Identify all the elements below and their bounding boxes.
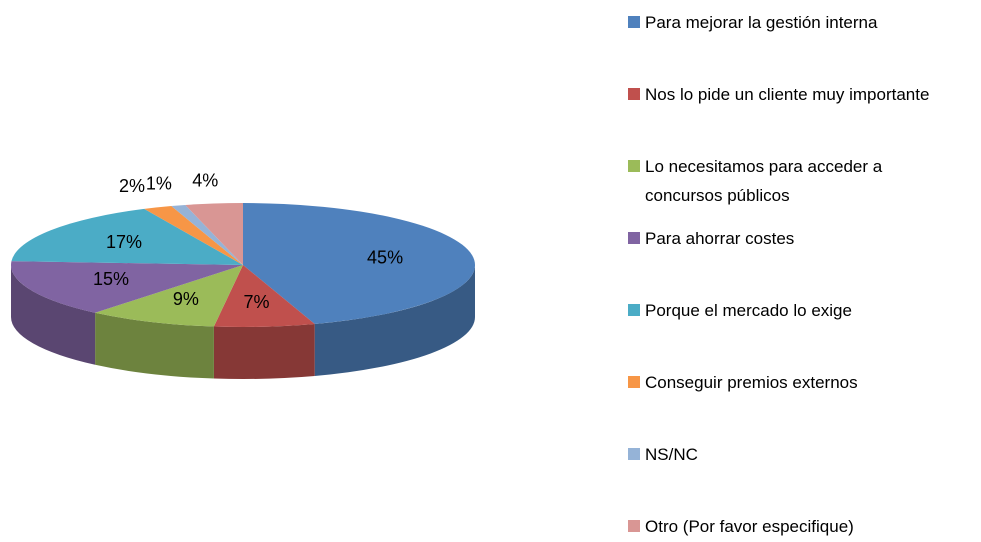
data-label: 7% [244, 292, 270, 312]
legend-item: Nos lo pide un cliente muy importante [628, 80, 958, 109]
data-label: 45% [367, 248, 403, 268]
legend-swatch [628, 232, 640, 244]
legend-swatch [628, 520, 640, 532]
slice-side [95, 312, 214, 379]
data-label: 4% [192, 171, 218, 191]
legend-swatch [628, 88, 640, 100]
slice-side [11, 265, 96, 365]
legend-swatch [628, 16, 640, 28]
slice [95, 265, 243, 327]
legend-label: NS/NC [645, 445, 698, 464]
data-label: 1% [146, 173, 172, 193]
data-label: 2% [119, 176, 145, 196]
slice [11, 261, 244, 313]
legend-label: Otro (Por favor especifique) [645, 517, 854, 536]
legend-swatch [628, 376, 640, 388]
legend-swatch [628, 160, 640, 172]
legend-label: Para mejorar la gestión interna [645, 13, 878, 32]
slice [144, 206, 243, 265]
legend-label: Para ahorrar costes [645, 229, 795, 248]
legend-item: Para ahorrar costes [628, 224, 958, 253]
slice-side [213, 323, 315, 379]
legend-item: Lo necesitamos para acceder a concursos … [628, 152, 958, 210]
legend-label: Nos lo pide un cliente muy importante [645, 85, 930, 104]
legend-swatch [628, 448, 640, 460]
legend-item: Para mejorar la gestión interna [628, 8, 958, 37]
slice [243, 203, 476, 324]
slice [171, 204, 243, 265]
legend-swatch [628, 304, 640, 316]
legend-label: Lo necesitamos para acceder a concursos … [645, 157, 883, 205]
legend-item: Conseguir premios externos [628, 368, 958, 397]
legend-label: Porque el mercado lo exige [645, 301, 852, 320]
legend-label: Conseguir premios externos [645, 373, 858, 392]
chart: 45% 7% 9% 15% 17% 2% 1% 4% [11, 171, 476, 379]
slice [213, 265, 315, 327]
data-label: 9% [173, 289, 199, 309]
slice [11, 208, 244, 265]
legend-item: NS/NC [628, 440, 958, 469]
legend-item: Otro (Por favor especifique) [628, 512, 958, 541]
legend-item: Porque el mercado lo exige [628, 296, 958, 325]
slice-side [314, 265, 475, 376]
data-label: 15% [93, 269, 129, 289]
slice [185, 203, 243, 265]
data-label: 17% [106, 232, 142, 252]
